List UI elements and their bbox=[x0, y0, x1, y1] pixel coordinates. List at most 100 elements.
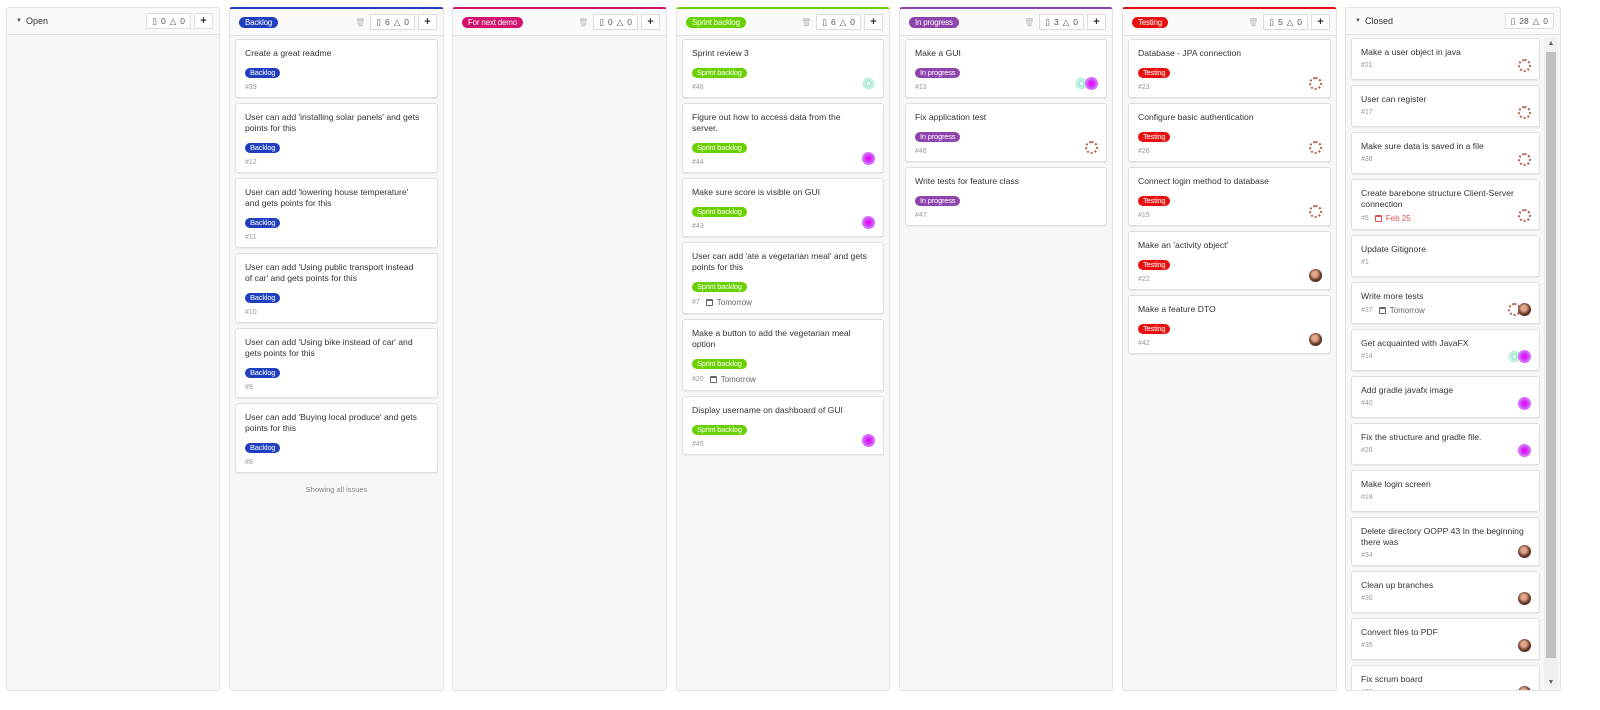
issue-card[interactable]: User can register #17 bbox=[1351, 85, 1540, 127]
avatar[interactable] bbox=[1085, 141, 1098, 154]
issue-title[interactable]: User can add 'Buying local produce' and … bbox=[245, 412, 417, 433]
avatar[interactable] bbox=[1518, 209, 1531, 222]
avatar[interactable] bbox=[1309, 269, 1322, 282]
issue-title[interactable]: Delete directory OOPP 43 In the beginnin… bbox=[1361, 526, 1524, 547]
issue-card[interactable]: User can add 'Using bike instead of car'… bbox=[235, 328, 438, 398]
issue-card[interactable]: Display username on dashboard of GUI Spri… bbox=[682, 396, 884, 455]
caret-down-icon[interactable]: ▼ bbox=[16, 18, 22, 24]
issue-card[interactable]: Make a user object in java #21 bbox=[1351, 38, 1540, 80]
avatar[interactable] bbox=[862, 152, 875, 165]
issue-card[interactable]: Write tests for feature class In progress… bbox=[905, 167, 1107, 226]
issue-title[interactable]: User can add 'lowering house temperature… bbox=[245, 187, 409, 208]
issue-card[interactable]: Figure out how to access data from the s… bbox=[682, 103, 884, 173]
avatar[interactable] bbox=[1518, 545, 1531, 558]
issue-card[interactable]: Sprint review 3 Sprint backlog #48 bbox=[682, 39, 884, 98]
avatar[interactable] bbox=[1518, 303, 1531, 316]
avatar[interactable] bbox=[862, 434, 875, 447]
issue-card[interactable]: Make a feature DTO Testing #42 bbox=[1128, 295, 1331, 354]
avatar[interactable] bbox=[1085, 77, 1098, 90]
issue-card[interactable]: Fix scrum board #29 bbox=[1351, 665, 1540, 690]
delete-list-icon[interactable]: 🗑 bbox=[1024, 17, 1035, 27]
issue-title[interactable]: Configure basic authentication bbox=[1138, 112, 1254, 122]
issue-card[interactable]: Make sure data is saved in a file #38 bbox=[1351, 132, 1540, 174]
issue-card[interactable]: Create a great readme Backlog #39 bbox=[235, 39, 438, 98]
avatar[interactable] bbox=[1075, 77, 1088, 90]
add-issue-button[interactable]: + bbox=[641, 14, 660, 30]
issue-title[interactable]: Display username on dashboard of GUI bbox=[692, 405, 843, 415]
issue-title[interactable]: Add gradle javafx image bbox=[1361, 385, 1454, 395]
issue-title[interactable]: Create barebone structure Client-Server … bbox=[1361, 188, 1514, 209]
issue-card[interactable]: Fix the structure and gradle file. #28 bbox=[1351, 423, 1540, 465]
caret-down-icon[interactable]: ▼ bbox=[1355, 18, 1361, 24]
add-issue-button[interactable]: + bbox=[1087, 14, 1106, 30]
issue-title[interactable]: Make login screen bbox=[1361, 479, 1431, 489]
avatar[interactable] bbox=[1309, 205, 1322, 218]
issue-card[interactable]: Add gradle javafx image #40 bbox=[1351, 376, 1540, 418]
issue-title[interactable]: Write tests for feature class bbox=[915, 176, 1019, 186]
avatar[interactable] bbox=[1309, 141, 1322, 154]
issue-card[interactable]: Create barebone structure Client-Server … bbox=[1351, 179, 1540, 230]
issue-title[interactable]: Figure out how to access data from the s… bbox=[692, 112, 841, 133]
issue-title[interactable]: Fix the structure and gradle file. bbox=[1361, 432, 1482, 442]
avatar[interactable] bbox=[862, 77, 875, 90]
delete-list-icon[interactable]: 🗑 bbox=[801, 17, 812, 27]
avatar[interactable] bbox=[1518, 350, 1531, 363]
add-issue-button[interactable]: + bbox=[194, 13, 213, 29]
avatar[interactable] bbox=[1508, 350, 1521, 363]
issue-title[interactable]: Make sure score is visible on GUI bbox=[692, 187, 820, 197]
issue-card[interactable]: Delete directory OOPP 43 In the beginnin… bbox=[1351, 517, 1540, 566]
column-title[interactable]: ▼ Open bbox=[16, 16, 146, 26]
issue-card[interactable]: Update Gitignore #1 bbox=[1351, 235, 1540, 277]
issue-card[interactable]: Fix application test In progress #46 bbox=[905, 103, 1107, 162]
avatar[interactable] bbox=[1518, 639, 1531, 652]
scrollbar[interactable]: ▲ ▼ bbox=[1544, 38, 1558, 688]
add-issue-button[interactable]: + bbox=[1311, 14, 1330, 30]
issue-title[interactable]: Get acquainted with JavaFX bbox=[1361, 338, 1469, 348]
scrollbar-thumb[interactable] bbox=[1546, 52, 1556, 658]
issue-title[interactable]: Make a feature DTO bbox=[1138, 304, 1216, 314]
issue-card[interactable]: Make an 'activity object' Testing #22 bbox=[1128, 231, 1331, 290]
issue-card[interactable]: Make login screen #18 bbox=[1351, 470, 1540, 512]
avatar[interactable] bbox=[1518, 444, 1531, 457]
issue-card[interactable]: Get acquainted with JavaFX #14 bbox=[1351, 329, 1540, 371]
issue-title[interactable]: Make an 'activity object' bbox=[1138, 240, 1229, 250]
issue-title[interactable]: Database - JPA connection bbox=[1138, 48, 1242, 58]
issue-title[interactable]: User can add 'installing solar panels' a… bbox=[245, 112, 420, 133]
issue-title[interactable]: Make a user object in java bbox=[1361, 47, 1461, 57]
issue-title[interactable]: Make sure data is saved in a file bbox=[1361, 141, 1484, 151]
issue-title[interactable]: Sprint review 3 bbox=[692, 48, 749, 58]
issue-card[interactable]: User can add 'ate a vegetarian meal' and… bbox=[682, 242, 884, 314]
issue-title[interactable]: Update Gitignore bbox=[1361, 244, 1426, 254]
issue-title[interactable]: User can add 'ate a vegetarian meal' and… bbox=[692, 251, 867, 272]
issue-title[interactable]: Convert files to PDF bbox=[1361, 627, 1438, 637]
issue-title[interactable]: Fix application test bbox=[915, 112, 987, 122]
issue-title[interactable]: User can add 'Using bike instead of car'… bbox=[245, 337, 413, 358]
avatar[interactable] bbox=[1518, 106, 1531, 119]
issue-title[interactable]: Connect login method to database bbox=[1138, 176, 1269, 186]
issue-title[interactable]: User can add 'Using public transport ins… bbox=[245, 262, 414, 283]
avatar[interactable] bbox=[1309, 77, 1322, 90]
avatar[interactable] bbox=[1518, 153, 1531, 166]
issue-card[interactable]: Clean up branches #30 bbox=[1351, 571, 1540, 613]
delete-list-icon[interactable]: 🗑 bbox=[355, 17, 366, 27]
avatar[interactable] bbox=[1309, 333, 1322, 346]
issue-card[interactable]: Configure basic authentication Testing #26 bbox=[1128, 103, 1331, 162]
delete-list-icon[interactable]: 🗑 bbox=[578, 17, 589, 27]
avatar[interactable] bbox=[1518, 397, 1531, 410]
issue-title[interactable]: Make a GUI bbox=[915, 48, 961, 58]
avatar[interactable] bbox=[862, 216, 875, 229]
issue-title[interactable]: Clean up branches bbox=[1361, 580, 1434, 590]
scroll-down-arrow-icon[interactable]: ▼ bbox=[1547, 679, 1555, 686]
issue-card[interactable]: Convert files to PDF #35 bbox=[1351, 618, 1540, 660]
delete-list-icon[interactable]: 🗑 bbox=[1248, 17, 1259, 27]
issue-title[interactable]: Write more tests bbox=[1361, 291, 1424, 301]
issue-card[interactable]: User can add 'installing solar panels' a… bbox=[235, 103, 438, 173]
issue-card[interactable]: Make a GUI In progress #13 bbox=[905, 39, 1107, 98]
issue-title[interactable]: Make a button to add the vegetarian meal… bbox=[692, 328, 851, 349]
issue-card[interactable]: Database - JPA connection Testing #23 bbox=[1128, 39, 1331, 98]
add-issue-button[interactable]: + bbox=[418, 14, 437, 30]
issue-card[interactable]: User can add 'lowering house temperature… bbox=[235, 178, 438, 248]
issue-card[interactable]: Connect login method to database Testing #… bbox=[1128, 167, 1331, 226]
issue-title[interactable]: Fix scrum board bbox=[1361, 674, 1423, 684]
issue-title[interactable]: Create a great readme bbox=[245, 48, 332, 58]
